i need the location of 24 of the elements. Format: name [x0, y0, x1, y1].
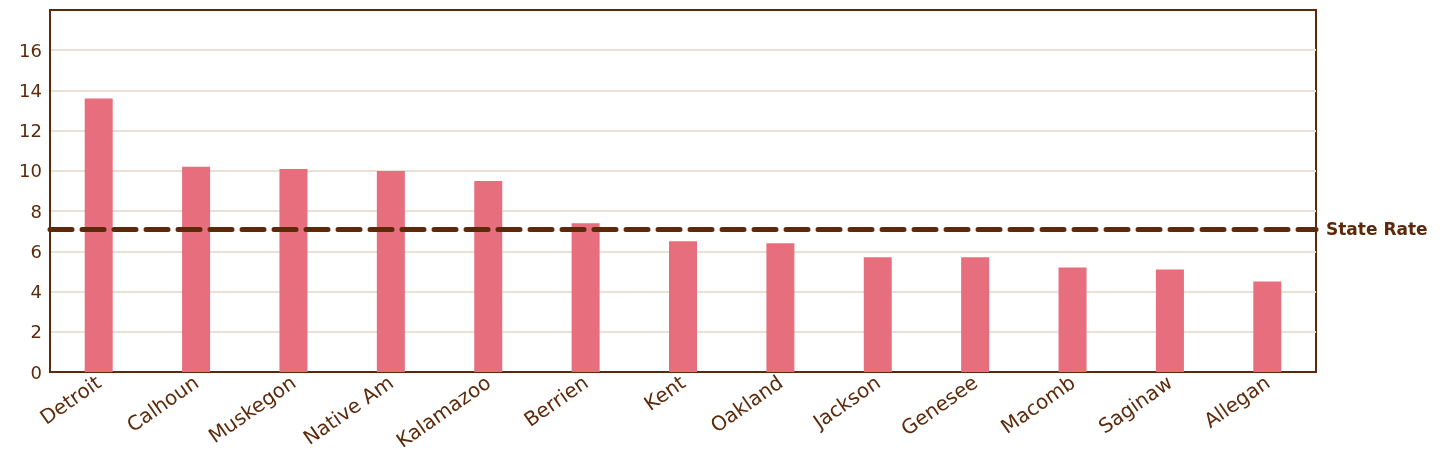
bar [279, 168, 308, 372]
ref-line-label: State Rate [1326, 219, 1428, 240]
bar [669, 241, 697, 372]
bar [863, 257, 892, 372]
y-tick-label: 0 [30, 361, 42, 383]
y-tick-label: 10 [19, 160, 42, 182]
y-tick-label: 14 [19, 79, 42, 101]
y-tick-label: 4 [30, 281, 42, 303]
y-tick-label: 6 [30, 240, 42, 262]
bar [571, 223, 600, 372]
y-tick-label: 16 [19, 39, 42, 61]
bar [1058, 267, 1087, 372]
bar [766, 243, 795, 372]
bar [961, 257, 990, 372]
y-tick-label: 2 [30, 321, 42, 343]
bar [474, 180, 503, 372]
bar [84, 98, 113, 372]
bar [1253, 281, 1282, 372]
y-tick-label: 12 [19, 120, 42, 142]
y-tick-label: 8 [30, 200, 42, 222]
x-tick-label: Kent [639, 370, 691, 416]
bar [182, 166, 211, 372]
bar [1155, 269, 1184, 372]
bar [376, 170, 405, 372]
